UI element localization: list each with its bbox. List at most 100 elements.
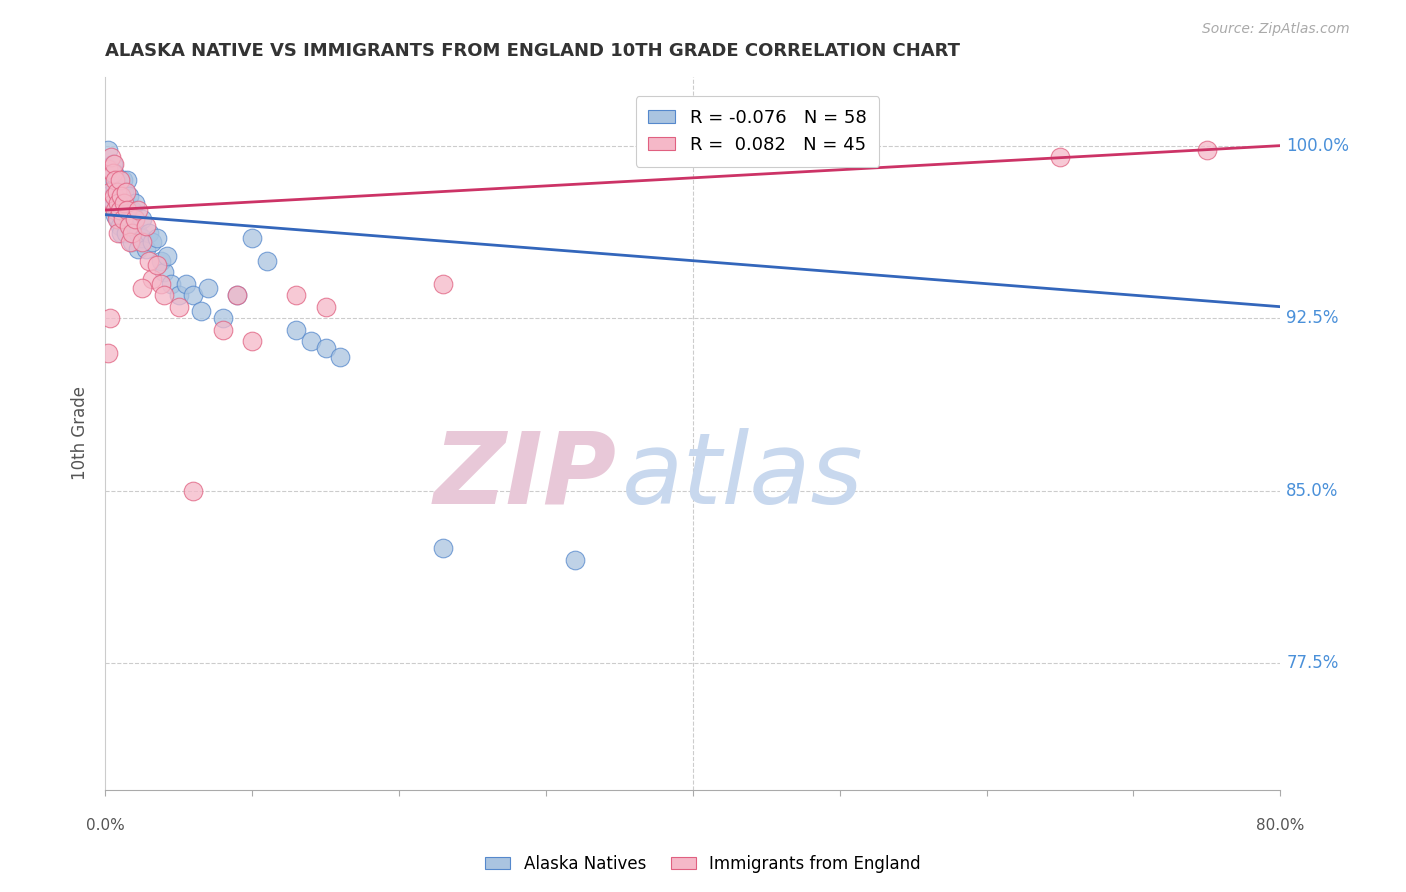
Point <box>100 150 122 164</box>
Point <box>138 253 160 268</box>
Point <box>564 553 586 567</box>
Point <box>104 180 127 194</box>
Point <box>104 208 127 222</box>
Point <box>285 288 308 302</box>
Point <box>256 253 278 268</box>
Text: 77.5%: 77.5% <box>1286 655 1339 673</box>
Point <box>97 143 120 157</box>
Point <box>145 258 167 272</box>
Point <box>226 288 249 302</box>
Point <box>101 166 124 180</box>
Point <box>112 212 135 227</box>
Point <box>107 226 129 240</box>
Point <box>101 157 124 171</box>
Point <box>112 185 135 199</box>
Text: ALASKA NATIVE VS IMMIGRANTS FROM ENGLAND 10TH GRADE CORRELATION CHART: ALASKA NATIVE VS IMMIGRANTS FROM ENGLAND… <box>105 42 960 60</box>
Legend: Alaska Natives, Immigrants from England: Alaska Natives, Immigrants from England <box>478 848 928 880</box>
Point <box>110 226 132 240</box>
Point <box>98 311 121 326</box>
Text: 85.0%: 85.0% <box>1286 482 1339 500</box>
Point <box>107 196 129 211</box>
Point <box>124 212 146 227</box>
Point <box>145 230 167 244</box>
Point <box>183 288 205 302</box>
Point <box>131 230 153 244</box>
Point <box>127 202 149 217</box>
Point <box>121 226 143 240</box>
Point <box>160 277 183 291</box>
Point <box>124 212 146 227</box>
Point <box>167 288 190 302</box>
Point <box>97 161 120 176</box>
Point <box>167 300 190 314</box>
Point <box>131 281 153 295</box>
Point <box>124 196 146 211</box>
Point <box>285 323 308 337</box>
Point <box>141 235 163 250</box>
Point <box>153 288 176 302</box>
Legend: R = -0.076   N = 58, R =  0.082   N = 45: R = -0.076 N = 58, R = 0.082 N = 45 <box>636 96 879 167</box>
Point <box>120 219 142 234</box>
Text: ZIP: ZIP <box>433 427 616 524</box>
Point <box>105 202 128 217</box>
Point <box>112 196 135 211</box>
Point <box>432 541 454 556</box>
Point <box>150 277 173 291</box>
Point <box>240 230 263 244</box>
Text: 0.0%: 0.0% <box>86 819 125 833</box>
Point <box>104 202 127 217</box>
Text: 100.0%: 100.0% <box>1286 136 1350 154</box>
Point <box>103 166 125 180</box>
Point <box>127 226 149 240</box>
Point <box>108 219 131 234</box>
Point <box>114 226 136 240</box>
Point <box>211 323 233 337</box>
Point <box>1049 150 1071 164</box>
Point <box>1195 143 1218 157</box>
Point <box>103 189 125 203</box>
Text: Source: ZipAtlas.com: Source: ZipAtlas.com <box>1202 22 1350 37</box>
Point <box>156 249 179 263</box>
Point <box>108 173 131 187</box>
Point <box>110 189 132 203</box>
Point <box>138 226 160 240</box>
Point <box>120 235 142 250</box>
Point <box>118 189 141 203</box>
Point <box>111 202 134 217</box>
Point <box>131 235 153 250</box>
Point <box>105 185 128 199</box>
Point <box>240 334 263 349</box>
Point <box>135 242 157 256</box>
Point <box>211 311 233 326</box>
Point <box>101 196 124 211</box>
Point <box>153 265 176 279</box>
Point <box>174 277 197 291</box>
Point <box>127 242 149 256</box>
Text: atlas: atlas <box>623 427 863 524</box>
Text: 80.0%: 80.0% <box>1256 819 1305 833</box>
Point <box>190 304 212 318</box>
Point <box>150 253 173 268</box>
Point <box>107 212 129 227</box>
Point <box>101 189 124 203</box>
Point <box>315 341 337 355</box>
Point <box>108 196 131 211</box>
Point <box>118 219 141 234</box>
Y-axis label: 10th Grade: 10th Grade <box>72 386 89 480</box>
Point <box>105 212 128 227</box>
Point <box>315 300 337 314</box>
Point <box>98 185 121 199</box>
Point <box>104 173 127 187</box>
Point <box>100 173 122 187</box>
Point <box>114 196 136 211</box>
Point <box>121 202 143 217</box>
Point <box>432 277 454 291</box>
Point <box>107 185 129 199</box>
Point <box>108 202 131 217</box>
Point <box>183 483 205 498</box>
Point <box>111 212 134 227</box>
Point <box>197 281 219 295</box>
Point <box>141 272 163 286</box>
Point <box>117 208 139 222</box>
Point <box>98 161 121 176</box>
